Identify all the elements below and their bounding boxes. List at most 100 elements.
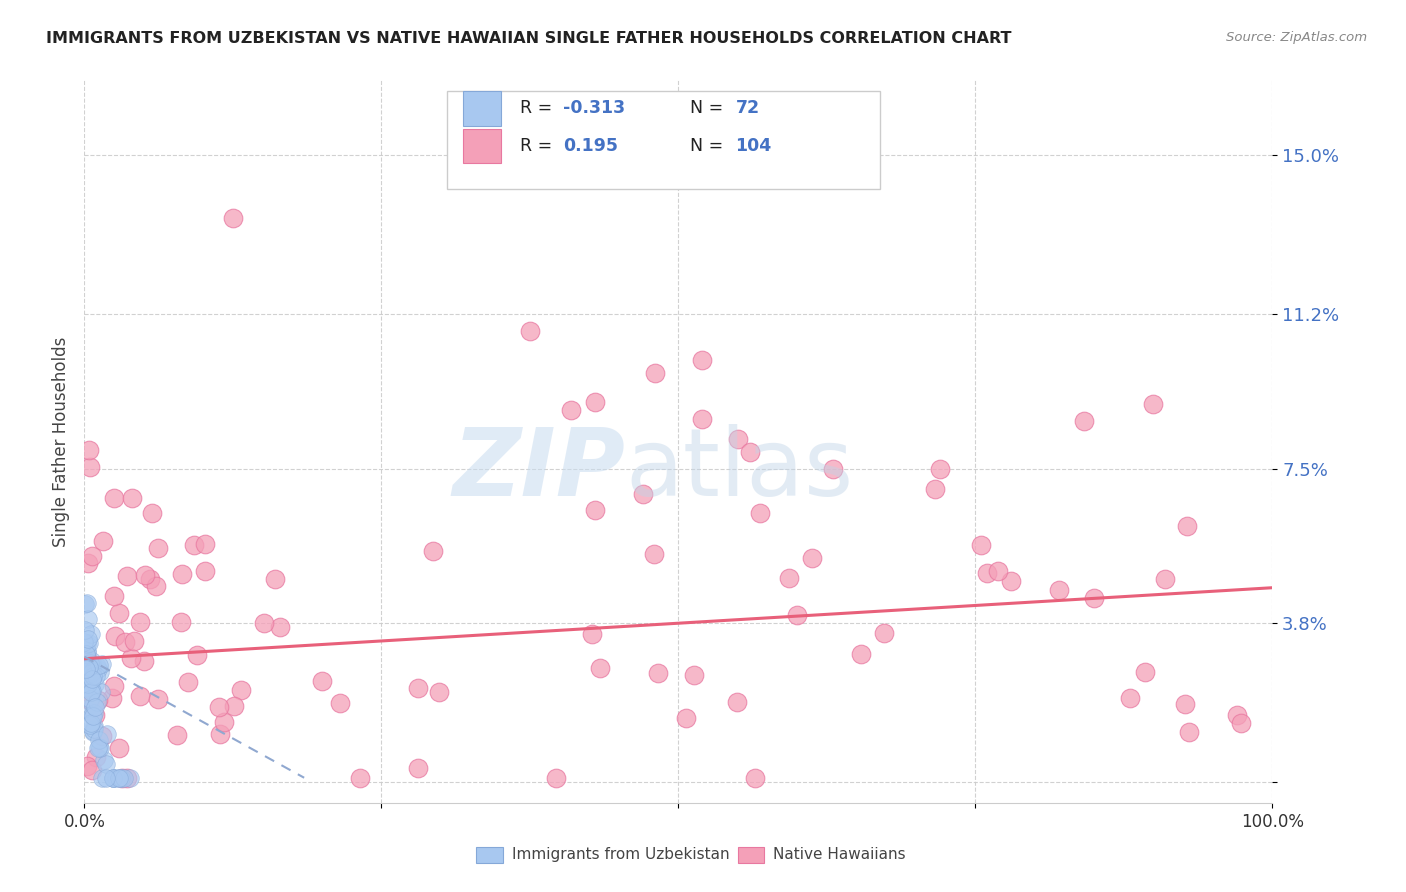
Point [873, 626, 896, 640]
Point [422, 544, 444, 558]
Point [145, 579, 167, 593]
Point [1175, 519, 1198, 533]
Point [120, 650, 142, 665]
Point [75, 670, 97, 684]
Point [90, 685, 112, 699]
Point [631, 487, 654, 501]
Point [75, 662, 97, 676]
Point [96, 727, 118, 741]
Point [748, 506, 770, 520]
Text: N =: N = [690, 100, 724, 118]
Point [77, 612, 100, 626]
Point [727, 433, 749, 447]
Point [86, 695, 108, 709]
Point [1226, 708, 1249, 723]
Point [76, 644, 98, 658]
Point [170, 615, 193, 629]
Point [208, 700, 231, 714]
Point [583, 503, 606, 517]
Point [139, 573, 162, 587]
Point [560, 403, 582, 417]
Point [129, 689, 152, 703]
Point [349, 771, 371, 785]
Text: 104: 104 [735, 137, 772, 155]
Point [83, 719, 105, 733]
Text: Immigrants from Uzbekistan: Immigrants from Uzbekistan [512, 847, 730, 863]
Point [644, 366, 666, 380]
Point [183, 538, 205, 552]
Point [80, 666, 103, 681]
Point [108, 606, 131, 620]
Point [77, 677, 100, 691]
Point [93, 753, 115, 767]
Point [79, 693, 101, 707]
Point [643, 547, 665, 561]
Point [1178, 724, 1201, 739]
Point [851, 647, 873, 661]
Point [84, 700, 107, 714]
Point [675, 711, 697, 725]
Point [111, 771, 134, 785]
Point [75, 598, 97, 612]
Point [583, 395, 606, 409]
Point [647, 666, 669, 681]
Point [77, 660, 100, 674]
Text: Native Hawaiians: Native Hawaiians [773, 847, 905, 863]
Point [75, 681, 97, 695]
Point [115, 569, 138, 583]
Point [89, 665, 111, 679]
Point [134, 567, 156, 582]
Point [80, 681, 103, 695]
Point [146, 541, 169, 555]
Point [1073, 414, 1095, 428]
Point [1119, 691, 1142, 706]
Point [976, 566, 998, 580]
Point [744, 771, 766, 785]
Text: R =: R = [520, 137, 553, 155]
Point [117, 771, 139, 785]
Point [75, 658, 97, 673]
Point [80, 672, 103, 686]
Text: IMMIGRANTS FROM UZBEKISTAN VS NATIVE HAWAIIAN SINGLE FATHER HOUSEHOLDS CORRELATI: IMMIGRANTS FROM UZBEKISTAN VS NATIVE HAW… [46, 31, 1012, 46]
Point [222, 698, 245, 713]
Point [924, 482, 946, 496]
Point [83, 722, 105, 736]
Point [253, 616, 276, 631]
Point [264, 572, 287, 586]
Point [229, 682, 252, 697]
Point [427, 685, 450, 699]
Point [209, 727, 232, 741]
Text: 72: 72 [735, 100, 759, 118]
Point [100, 691, 122, 706]
Point [87, 663, 110, 677]
Point [80, 707, 103, 722]
Point [114, 635, 136, 649]
Point [77, 671, 100, 685]
Point [581, 627, 603, 641]
Point [89, 739, 111, 754]
Point [82, 709, 104, 723]
FancyBboxPatch shape [477, 847, 502, 863]
Point [105, 771, 128, 785]
Point [1047, 582, 1070, 597]
Point [103, 589, 125, 603]
Point [79, 656, 101, 670]
Point [82, 724, 104, 739]
Point [80, 685, 103, 699]
Point [589, 660, 612, 674]
Point [683, 668, 706, 682]
Point [108, 771, 131, 785]
Point [103, 680, 125, 694]
Point [1000, 574, 1022, 589]
Point [80, 684, 103, 698]
Point [80, 716, 103, 731]
Point [83, 706, 105, 720]
Point [101, 771, 124, 785]
Point [84, 707, 107, 722]
Point [76, 637, 98, 651]
Point [87, 657, 110, 672]
Point [76, 759, 98, 773]
Point [122, 633, 145, 648]
Point [80, 654, 103, 668]
Point [103, 491, 125, 505]
